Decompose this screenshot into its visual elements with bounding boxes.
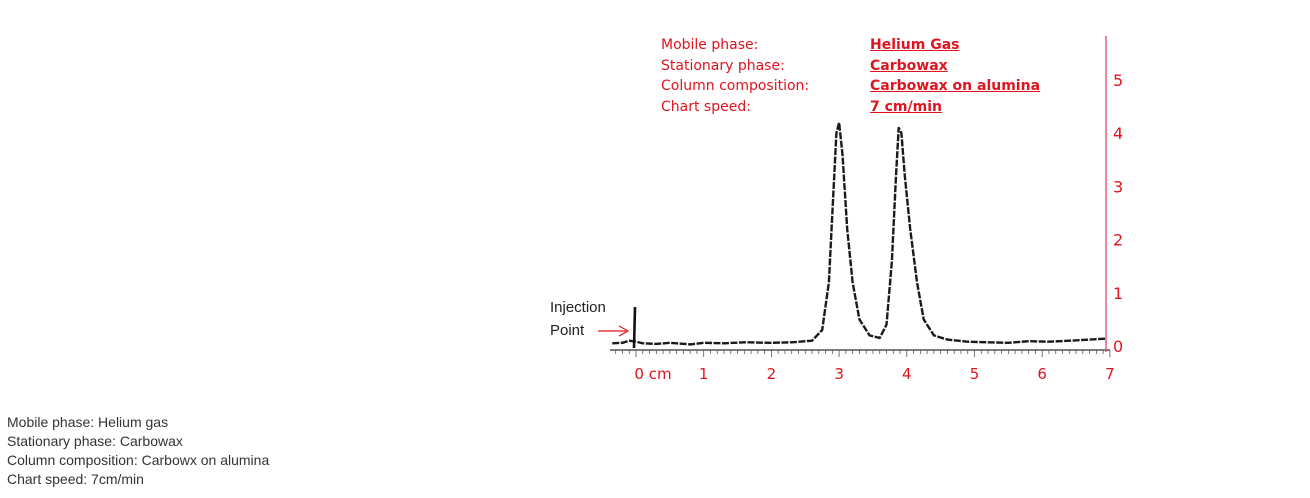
caption-block: Mobile phase: Helium gas Stationary phas… bbox=[7, 413, 269, 489]
caption-chart-speed: Chart speed: 7cm/min bbox=[7, 471, 144, 487]
injection-marker bbox=[632, 306, 637, 349]
injection-label-line2: Point bbox=[550, 322, 585, 339]
x-tick-label: 7 bbox=[1105, 365, 1115, 383]
y-tick-label: 5 bbox=[1113, 71, 1123, 90]
y-tick-label: 3 bbox=[1113, 177, 1123, 196]
x-tick-label: 2 bbox=[767, 365, 777, 383]
info-label-column-composition: Column composition: bbox=[661, 78, 810, 94]
chromatogram-trace bbox=[612, 121, 1107, 346]
injection-arrowhead bbox=[618, 325, 630, 337]
x-tick-label: 3 bbox=[834, 365, 844, 383]
info-label-chart-speed: Chart speed: bbox=[661, 98, 751, 115]
info-label-mobile-phase: Mobile phase: bbox=[661, 37, 759, 53]
y-tick-label: 2 bbox=[1113, 231, 1123, 250]
caption-mobile-phase: Mobile phase: Helium gas bbox=[7, 414, 169, 430]
x-tick-label: 0 cm bbox=[634, 365, 671, 383]
trace-layer bbox=[612, 121, 1107, 346]
info-label-stationary-phase: Stationary phase: bbox=[661, 57, 785, 74]
info-values: Helium Gas Carbowax Carbowax on alumina … bbox=[870, 35, 1040, 117]
x-tick-label: 1 bbox=[699, 365, 709, 383]
marker-layer bbox=[598, 306, 637, 349]
info-value-chart-speed: 7 cm/min bbox=[870, 98, 942, 115]
y-tick-label: 0 bbox=[1113, 337, 1123, 356]
info-value-column-composition: Carbowax on alumina bbox=[870, 78, 1041, 94]
caption-column-composition: Column composition: Carbowx on alumina bbox=[7, 452, 270, 468]
info-labels: Mobile phase: Stationary phase: Column c… bbox=[661, 35, 809, 117]
x-tick-label: 6 bbox=[1037, 365, 1047, 383]
injection-label-line1: Injection bbox=[550, 299, 606, 316]
y-axis: 0 1 2 3 4 5 bbox=[1105, 36, 1123, 356]
x-tick-label: 4 bbox=[902, 365, 912, 383]
x-axis: 0 cm 1 2 3 4 5 6 7 bbox=[610, 349, 1115, 383]
info-value-mobile-phase: Helium Gas bbox=[870, 37, 960, 53]
info-value-stationary-phase: Carbowax bbox=[870, 57, 948, 74]
y-tick-label: 4 bbox=[1113, 124, 1123, 143]
injection-point-annotation: Injection Point bbox=[550, 296, 606, 342]
y-tick-label: 1 bbox=[1113, 284, 1123, 303]
caption-stationary-phase: Stationary phase: Carbowax bbox=[7, 433, 183, 449]
x-tick-label: 5 bbox=[970, 365, 980, 383]
